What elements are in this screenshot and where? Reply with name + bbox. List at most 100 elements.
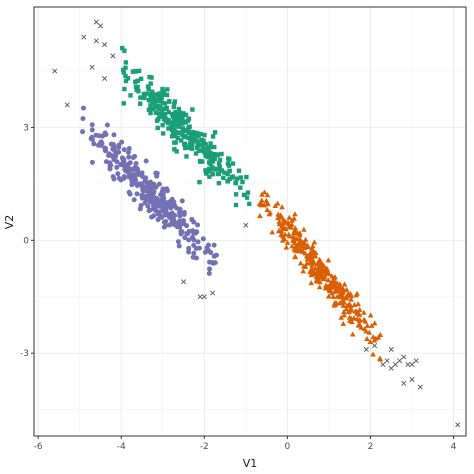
data-point-circle xyxy=(157,209,163,215)
y-tick-label: 3 xyxy=(23,123,29,133)
data-point-circle xyxy=(167,200,173,206)
data-point-square xyxy=(221,175,226,181)
data-point-square xyxy=(157,97,163,102)
data-point-square xyxy=(123,65,128,70)
data-point-circle xyxy=(98,139,104,145)
data-point-square xyxy=(210,159,216,164)
data-point-square xyxy=(157,114,162,119)
data-point-circle xyxy=(91,141,97,147)
data-point-circle xyxy=(156,181,162,187)
data-point-circle xyxy=(186,245,192,251)
data-point-triangle xyxy=(355,301,361,307)
data-point-circle xyxy=(134,191,140,197)
data-point-cross xyxy=(81,34,87,40)
data-point-square xyxy=(123,60,129,65)
data-point-square xyxy=(210,134,216,139)
data-point-triangle xyxy=(297,243,304,249)
data-point-triangle xyxy=(333,300,340,306)
data-point-square xyxy=(178,110,183,115)
data-point-triangle xyxy=(309,243,316,249)
data-point-circle xyxy=(114,164,120,170)
data-point-square xyxy=(202,150,207,155)
data-point-triangle xyxy=(264,201,271,207)
data-point-square xyxy=(212,156,218,162)
data-point-circle xyxy=(111,132,117,138)
data-point-triangle xyxy=(338,314,344,320)
data-point-circle xyxy=(160,191,166,197)
data-point-circle xyxy=(169,196,175,202)
data-point-triangle xyxy=(280,216,287,222)
data-point-triangle xyxy=(289,243,295,249)
data-point-triangle xyxy=(371,320,378,326)
data-point-triangle xyxy=(330,293,337,299)
data-point-triangle xyxy=(288,224,294,230)
data-point-triangle xyxy=(299,248,306,254)
data-point-square xyxy=(133,79,138,85)
data-point-cross xyxy=(413,358,419,364)
data-point-circle xyxy=(127,191,133,197)
x-tick-label: -6 xyxy=(34,442,43,452)
x-tick-label: -4 xyxy=(117,442,126,452)
data-point-square xyxy=(216,171,222,176)
data-point-square xyxy=(168,121,174,126)
data-point-square xyxy=(227,156,232,162)
data-point-square xyxy=(222,170,227,175)
x-axis-title: V1 xyxy=(243,457,258,470)
data-point-circle xyxy=(161,204,167,210)
data-point-square xyxy=(169,127,175,133)
data-point-circle xyxy=(175,239,181,245)
data-point-square xyxy=(217,164,222,169)
data-point-triangle xyxy=(343,295,349,301)
data-point-circle xyxy=(132,153,138,159)
data-point-square xyxy=(123,73,128,79)
data-point-circle xyxy=(189,234,195,240)
data-point-square xyxy=(219,151,224,157)
data-point-square xyxy=(210,172,216,177)
data-point-square xyxy=(189,144,194,149)
data-point-square xyxy=(173,110,178,115)
data-point-triangle xyxy=(312,265,319,271)
data-point-triangle xyxy=(355,322,362,328)
data-point-square xyxy=(241,192,247,198)
data-point-triangle xyxy=(349,331,356,337)
data-point-square xyxy=(225,161,231,166)
data-point-square xyxy=(199,137,205,143)
data-point-triangle xyxy=(316,263,323,269)
data-point-circle xyxy=(162,212,168,218)
data-point-square xyxy=(183,145,188,151)
data-points xyxy=(52,19,461,428)
data-point-square xyxy=(167,99,172,104)
data-point-square xyxy=(136,68,142,74)
data-point-triangle xyxy=(347,306,354,312)
data-point-triangle xyxy=(292,239,298,246)
data-point-square xyxy=(225,179,230,184)
data-point-triangle xyxy=(341,312,347,318)
data-point-square xyxy=(152,102,158,107)
data-point-square xyxy=(148,110,153,116)
data-point-triangle xyxy=(351,315,357,321)
data-point-square xyxy=(135,78,140,84)
data-point-square xyxy=(170,131,176,136)
data-point-square xyxy=(216,166,222,172)
data-point-triangle xyxy=(279,204,285,210)
data-point-square xyxy=(145,91,150,96)
data-point-circle xyxy=(139,193,145,199)
data-point-square xyxy=(206,166,212,172)
data-point-circle xyxy=(121,147,127,153)
data-point-cross xyxy=(401,354,407,360)
data-point-triangle xyxy=(377,355,383,361)
data-point-circle xyxy=(151,206,157,212)
data-point-circle xyxy=(191,219,197,225)
data-point-square xyxy=(135,84,140,90)
data-point-cross xyxy=(388,346,394,352)
data-point-square xyxy=(166,110,171,115)
y-axis-title: V2 xyxy=(3,215,16,230)
x-tick-label: 0 xyxy=(285,442,291,452)
data-point-square xyxy=(150,97,155,102)
data-point-circle xyxy=(89,122,95,128)
data-point-circle xyxy=(209,260,215,266)
data-point-square xyxy=(185,118,191,123)
data-point-triangle xyxy=(291,235,298,241)
